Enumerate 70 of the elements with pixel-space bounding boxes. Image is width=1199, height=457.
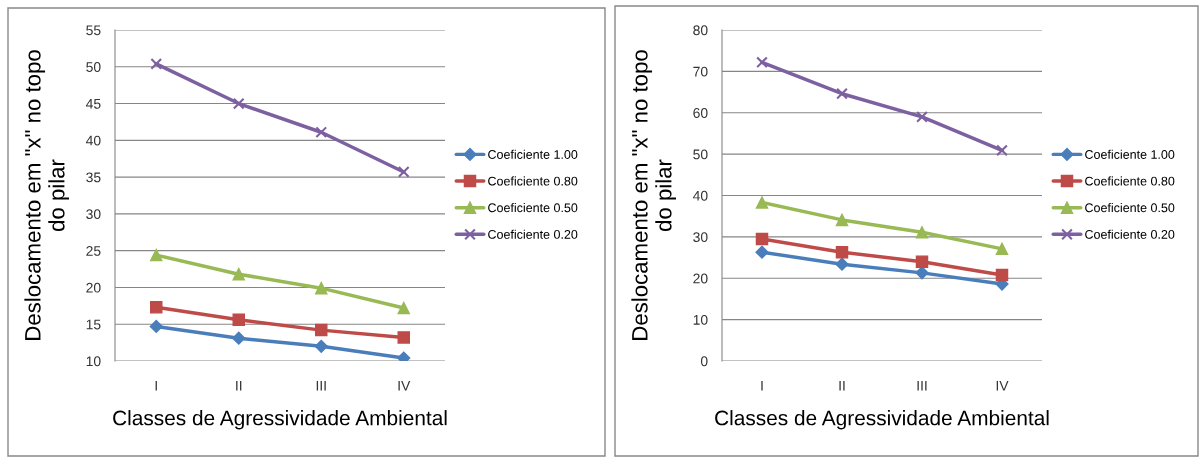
y-tick-label: 50 (693, 149, 708, 160)
point (915, 266, 929, 280)
y-tick-label: 35 (86, 172, 101, 183)
point (149, 319, 163, 334)
point (150, 57, 163, 70)
point (995, 268, 1009, 282)
legend-label: Coeficiente 1.00 (488, 149, 578, 159)
x-axis-title: Classes de Agressividade Ambiental (113, 410, 447, 430)
point (149, 248, 163, 262)
point (232, 313, 246, 327)
point (756, 56, 768, 69)
point (996, 144, 1008, 157)
y-axis-title: Deslocamento em "x" no topo do pilar (631, 50, 676, 340)
point (314, 323, 328, 337)
y-axis-title: Deslocamento em "x" no topo do pilar (24, 50, 69, 340)
y-tick-label: 15 (86, 319, 101, 330)
y-tick-label: 45 (85, 99, 101, 109)
legend-label: Coeficiente 0.80 (488, 176, 578, 186)
y-tick-label: 80 (693, 25, 708, 36)
point (835, 245, 849, 259)
x-tick-label: IV (996, 380, 1009, 391)
point (232, 267, 246, 281)
y-tick-label: 30 (86, 209, 101, 220)
point (397, 301, 411, 315)
x-tick-label: IV (398, 380, 411, 391)
point (915, 226, 929, 239)
point (149, 301, 163, 314)
point (314, 281, 328, 295)
y-tick-label: 25 (86, 246, 101, 256)
point (397, 331, 411, 344)
point (835, 213, 849, 227)
point (397, 351, 411, 361)
legend-label: Coeficiente 0.50 (1085, 203, 1175, 213)
point (755, 245, 769, 259)
x-tick-label: III (917, 380, 927, 391)
legend-label: Coeficiente 0.50 (488, 203, 578, 213)
x-tick-label: II (839, 380, 845, 391)
point (232, 97, 245, 110)
legend-label: Coeficiente 1.00 (1085, 149, 1175, 159)
point (995, 242, 1009, 256)
y-tick-label: 40 (85, 135, 101, 146)
point (397, 166, 410, 178)
point (314, 339, 328, 353)
y-tick-label: 40 (692, 190, 708, 201)
y-tick-label: 50 (86, 62, 101, 72)
x-tick-label: I (761, 380, 763, 391)
point (916, 110, 928, 123)
legend-label: Coeficiente 0.80 (1085, 176, 1175, 186)
point (755, 196, 769, 209)
y-tick-label: 30 (693, 232, 708, 243)
y-tick-label: 10 (86, 356, 101, 367)
legend-label: Coeficiente 0.20 (1085, 229, 1175, 239)
x-tick-label: II (236, 380, 242, 391)
point (232, 331, 246, 345)
y-tick-label: 55 (86, 25, 101, 36)
point (315, 126, 328, 139)
point (835, 257, 849, 271)
point (915, 255, 929, 268)
y-tick-label: 60 (693, 108, 708, 118)
x-tick-label: III (316, 380, 326, 391)
y-tick-label: 70 (693, 66, 708, 77)
point (836, 87, 848, 100)
y-tick-label: 20 (86, 282, 101, 293)
x-tick-label: I (155, 380, 157, 391)
legend-label: Coeficiente 0.20 (488, 229, 578, 239)
x-axis-title: Classes de Agressividade Ambiental (715, 410, 1049, 430)
y-tick-label: 0 (700, 356, 708, 367)
point (755, 232, 769, 246)
y-tick-label: 10 (693, 314, 708, 325)
y-tick-label: 20 (693, 273, 708, 284)
